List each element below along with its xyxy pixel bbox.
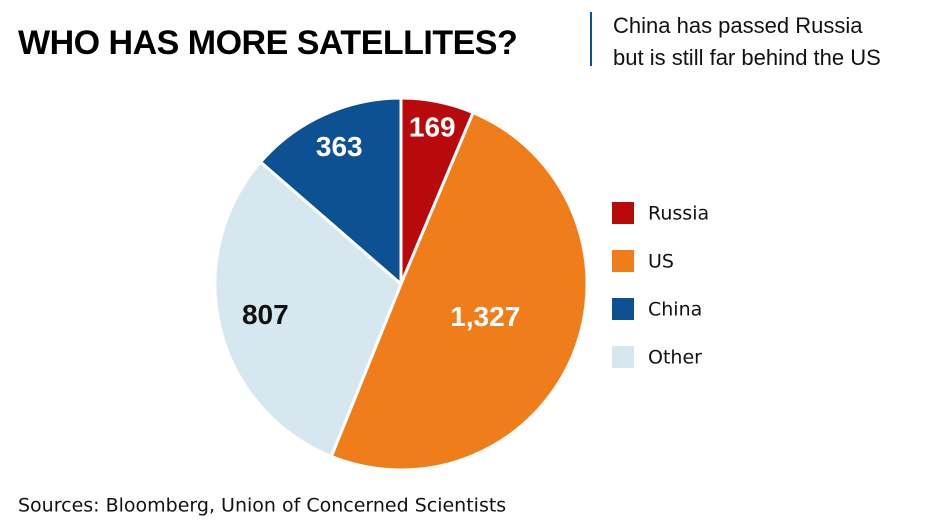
value-label: 169 [409,111,456,142]
legend-swatch [612,346,634,368]
pie-slice [329,111,589,472]
chart-title: WHO HAS MORE SATELLITES? [18,24,517,62]
legend-label: China [648,299,702,321]
source: Sources: Bloomberg, Union of Concerned S… [18,495,506,517]
value-label: 807 [242,299,289,330]
legend-swatch [612,298,634,320]
legend-label: Russia [648,203,709,225]
pie-slice [259,96,403,286]
legend-swatch [612,250,634,272]
subtitle: but is still far behind the US [613,45,881,70]
value-label: 363 [316,131,363,162]
legend-swatch [612,202,634,224]
subtitle: China has passed Russia [613,13,863,38]
value-label: 1,327 [450,301,520,332]
pie-slice [213,160,403,458]
legend-label: US [648,251,674,273]
legend-label: Other [648,347,702,369]
